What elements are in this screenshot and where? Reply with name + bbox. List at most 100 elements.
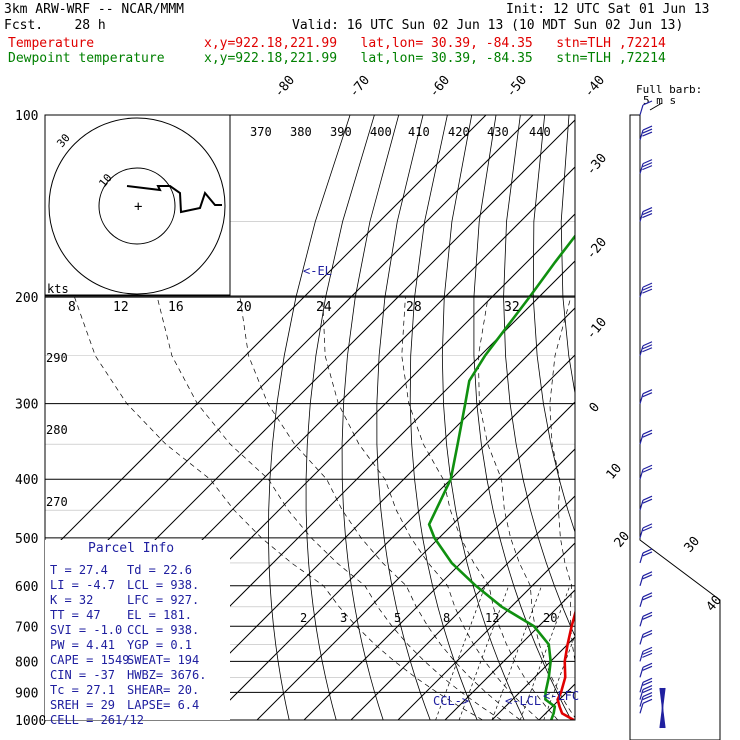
isotherm--50 [209, 354, 575, 720]
isotherm-label-0: 0 [587, 400, 604, 416]
isotherm-label--80: -80 [272, 73, 299, 101]
wind-barb-flag-19-2 [642, 165, 653, 171]
theta-label-280: 280 [46, 423, 68, 437]
parcel-info-bg [45, 540, 230, 720]
wind-barb-flag-6-0 [642, 629, 653, 635]
wind-barb-flag-10-0 [642, 548, 653, 554]
wind-barb-flag-5-2 [642, 652, 653, 658]
dry-adiabat-240 [268, 115, 351, 720]
moist-adiabat-24 [401, 297, 559, 720]
wind-barb-staff-1 [639, 696, 644, 707]
theta-label-410: 410 [408, 125, 430, 139]
dry-adiabat-290 [441, 115, 525, 720]
isotherm--30 [303, 448, 575, 720]
wind-barb-flag-8-1 [642, 595, 653, 601]
moist-adiabat-12 [156, 297, 502, 720]
wind-barb-flag-15-1 [642, 392, 653, 398]
wind-barb-flag-5-1 [642, 649, 653, 655]
wind-barb-staff-2 [639, 689, 644, 700]
dry-adiabat-280 [409, 115, 478, 720]
wind-barb-flag-20-0 [642, 125, 653, 131]
wind-scale-tick-24: 24 [316, 300, 332, 315]
theta-label-290: 290 [46, 351, 68, 365]
wind-barb-flag-20-2 [642, 131, 653, 137]
dry-adiabat-250 [305, 115, 375, 720]
wind-barb-flag-1-1 [642, 694, 653, 701]
wind-barb-flag-3-0 [642, 677, 653, 683]
wind-barb-flag-16-1 [642, 344, 653, 350]
theta-label-430: 430 [487, 125, 509, 139]
wind-barb-flag-7-0 [642, 611, 653, 617]
isotherm--120 [45, 115, 487, 557]
lcl-label: <-LCL [505, 694, 541, 708]
mixing-ratio-label-5: 5 [394, 611, 401, 625]
wind-barb-flag-13-0 [642, 464, 653, 470]
temperature-legend: Temperature [8, 36, 95, 51]
barb-panel [629, 114, 721, 740]
wind-barb-flag-16-2 [642, 347, 653, 353]
wind-barb-flag-2-0 [642, 684, 653, 691]
dry-adiabat-260 [341, 115, 400, 720]
wind-barb-flag-17-0 [642, 282, 653, 288]
wind-barb-staff-11 [639, 527, 644, 539]
parcel-info-left-10: CELL = 261/12 [50, 713, 144, 727]
wind-barb-staff-21 [639, 104, 644, 116]
isotherm--20 [350, 495, 575, 720]
parcel-info-right-7: HWBZ= 3676. [127, 668, 206, 682]
wind-barb-staff-0 [639, 703, 644, 714]
mixing-ratio-label-8: 8 [443, 611, 450, 625]
el-label: <-EL [303, 264, 332, 278]
dewpoint-location: x,y=922.18,221.99 lat,lon= 30.39, -84.35… [204, 51, 666, 66]
wind-barb-staff-4 [639, 667, 644, 678]
forecast-hour: Fcst. 28 h [4, 18, 106, 33]
wind-barb-flag-21-0 [642, 100, 653, 106]
isotherm-label--40: -40 [582, 73, 609, 101]
wind-scale-tick-12: 12 [113, 300, 129, 315]
theta-label-270: 270 [46, 495, 68, 509]
wind-barb-flag-20-1 [642, 128, 653, 134]
wind-barb-flag-9-0 [642, 571, 653, 577]
isotherm-label--50: -50 [504, 73, 531, 101]
parcel-info-right-1: LCL = 938. [127, 578, 199, 592]
isotherm-label--30: -30 [584, 151, 611, 179]
isotherm-label-10: 10 [604, 461, 626, 483]
wind-barb-flag-6-1 [642, 632, 653, 638]
wind-barb-staff-8 [639, 596, 644, 607]
moist-adiabat-16 [239, 297, 521, 720]
isotherm-0 [444, 589, 575, 720]
wind-barb-staff-18 [639, 211, 644, 222]
isotherm-label--10: -10 [584, 315, 611, 343]
wind-barb-flag-11-0 [642, 523, 653, 529]
wind-barb-flag-19-1 [642, 162, 653, 168]
wind-barb-staff-19 [639, 163, 644, 174]
wind-barb-flag-4-1 [642, 665, 653, 671]
wind-barb-flag-19-0 [642, 159, 653, 165]
wind-barb-flag-7-1 [642, 614, 653, 620]
isotherm--60 [162, 307, 575, 720]
parcel-info-right-4: CCL = 938. [127, 623, 199, 637]
moist-adiabat-32 [549, 297, 575, 663]
isotherm--110 [45, 115, 534, 604]
wind-barb-staff-10 [639, 552, 644, 564]
isotherm-label-30: 30 [682, 534, 704, 556]
parcel-info-left-6: CAPE = 1549 [50, 653, 129, 667]
wind-barb-flag-5-0 [642, 646, 653, 652]
dry-adiabat-330 [560, 115, 575, 396]
isotherm-label--60: -60 [427, 73, 454, 101]
wind-barb-flag-16-0 [642, 341, 653, 347]
pressure-label-200: 200 [15, 291, 38, 306]
pressure-label-1000: 1000 [15, 714, 46, 729]
dewpoint-legend: Dewpoint temperature [8, 51, 165, 66]
pressure-label-600: 600 [15, 580, 38, 595]
wind-scale-tick-8: 8 [68, 300, 76, 315]
wind-barb-flag-2-1 [642, 687, 653, 694]
model-title: 3km ARW-WRF -- NCAR/MMM [4, 2, 185, 17]
isotherm-50 [680, 115, 740, 720]
parcel-info-right-3: EL = 181. [127, 608, 192, 622]
moist-adiabat-20 [322, 297, 540, 720]
wind-barb-staff-15 [639, 393, 644, 404]
wind-barb-flag-12-0 [642, 495, 653, 501]
isotherm-40 [633, 115, 740, 720]
wind-barb-staff-13 [639, 469, 644, 480]
wind-barb-flag-10-1 [642, 551, 653, 557]
